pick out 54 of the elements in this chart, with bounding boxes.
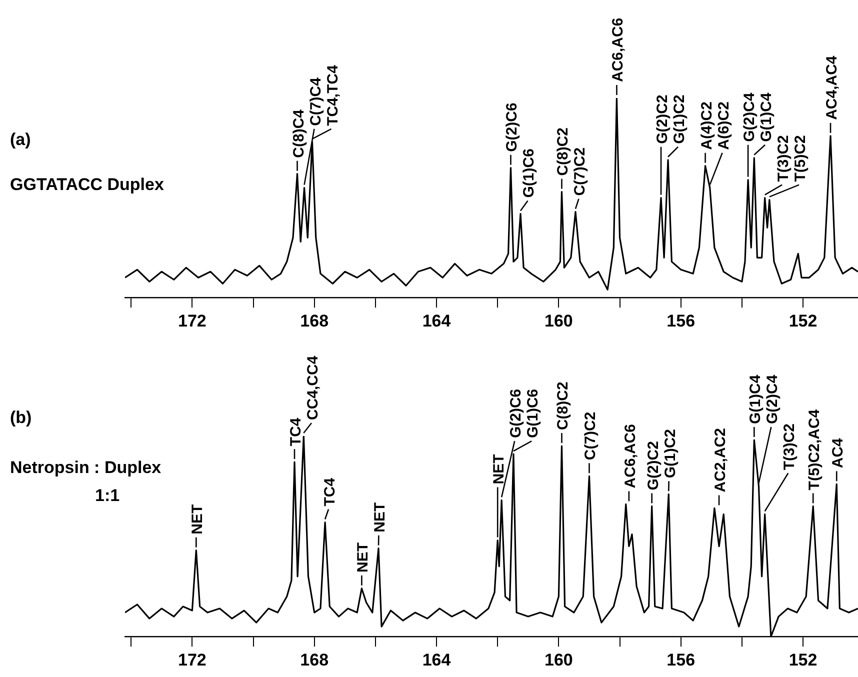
annotation: G(1)C4 [747, 374, 764, 424]
annotation: G(1)C6 [524, 388, 542, 438]
x-tick-label: 172 [178, 311, 206, 330]
x-tick-label: 164 [422, 650, 452, 670]
annotation: TC4,TC4 [324, 64, 342, 126]
annotation: C(8)C2 [554, 382, 572, 430]
annotation: T(5)C2,AC4 [806, 408, 824, 490]
annotation: T(5)C2 [792, 135, 810, 182]
annotation: G(2)C6 [508, 388, 525, 438]
annotation: C(8)C4 [290, 108, 308, 158]
x-tick-label: 164 [422, 311, 452, 330]
annotation: A(4)C2 [698, 102, 716, 150]
annotation: AC4,AC4 [824, 55, 841, 120]
annotation: AC4 [830, 437, 847, 468]
annotation: NET [189, 504, 206, 534]
annotation: G(1)C4 [758, 92, 776, 142]
annotation: G(2)C2 [654, 94, 672, 144]
text: (a) [10, 130, 31, 150]
x-tick-label: 152 [788, 311, 818, 330]
annotation: T(3)C2 [781, 423, 798, 470]
x-tick-label: 156 [666, 311, 696, 330]
annotation: CC4,CC4 [304, 355, 322, 420]
annotation: NET [490, 454, 508, 484]
annotation: NET [372, 502, 389, 532]
annotation: G(2)C6 [504, 102, 521, 152]
annotation: C(7)C2 [582, 412, 600, 460]
annotation: G(1)C2 [662, 428, 679, 478]
annotation: C(7)C2 [572, 147, 589, 196]
annotation: TC4 [322, 477, 339, 506]
annotation: C(7)C4 [307, 76, 324, 126]
chart-title: (b) [10, 408, 32, 428]
x-tick-label: 160 [544, 650, 573, 670]
annotation: AC2,AC2 [712, 428, 730, 492]
annotation: G(2)C4 [764, 374, 782, 424]
annotation: AC6,AC6 [622, 424, 639, 488]
annotation: T(3)C2 [775, 135, 792, 182]
text: Netropsin : Duplex [10, 458, 162, 478]
x-tick-label: 152 [788, 650, 818, 670]
annotation: G(1)C6 [520, 148, 538, 198]
x-tick-label: 160 [544, 311, 573, 330]
x-tick-label: 172 [178, 650, 206, 670]
annotation: AC6,AC6 [610, 18, 627, 82]
annotation: NET [354, 542, 372, 572]
annotation: A(6)C2 [715, 102, 732, 150]
x-tick-label: 168 [300, 311, 329, 330]
annotation: TC4 [288, 417, 305, 446]
x-tick-label: 156 [666, 650, 696, 670]
annotation: G(2)C2 [644, 441, 662, 490]
annotation: G(1)C2 [671, 94, 688, 144]
text: 1:1 [95, 486, 120, 506]
annotation: C(8)C2 [554, 127, 572, 176]
x-tick-label: 168 [300, 650, 329, 670]
text: GGTATACC Duplex [10, 175, 164, 195]
annotation: G(2)C4 [741, 92, 758, 142]
